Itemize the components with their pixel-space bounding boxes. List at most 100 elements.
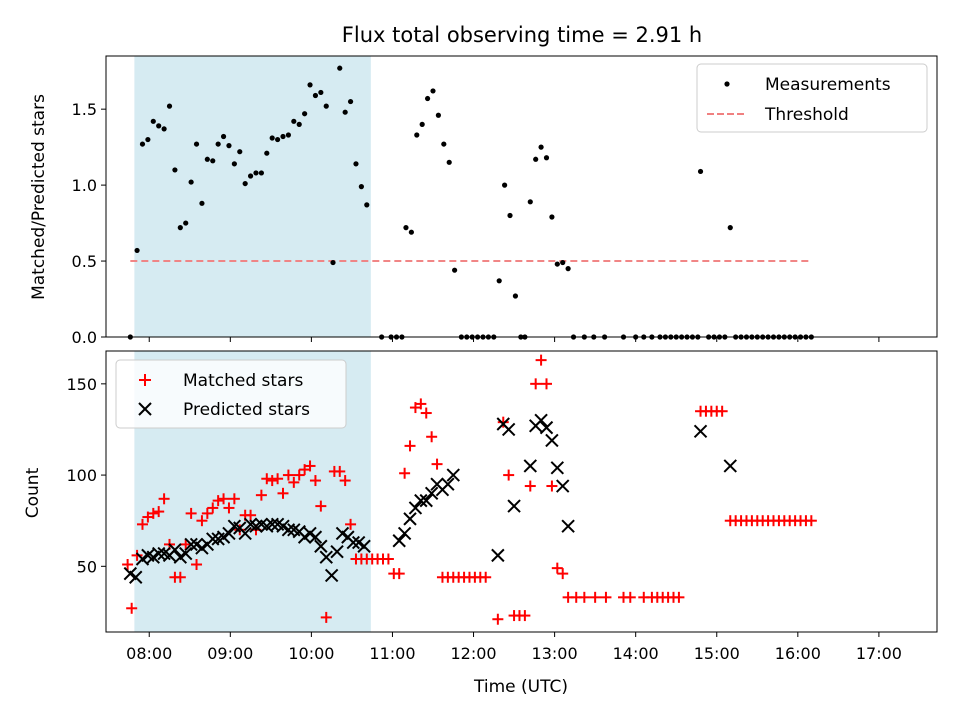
matched-star-point bbox=[223, 502, 235, 514]
predicted-star-point bbox=[179, 546, 193, 561]
matched-star-point bbox=[304, 460, 316, 472]
matched-stars-series bbox=[122, 354, 817, 625]
count-x-tick-label: 13:00 bbox=[532, 644, 578, 663]
predicted-star-point bbox=[397, 526, 412, 541]
matched-star-point bbox=[393, 568, 405, 580]
measurement-point bbox=[452, 267, 458, 273]
ratio-panel: Flux total observing time = 2.91 h 0.00.… bbox=[29, 23, 938, 347]
predicted-star-point bbox=[357, 539, 371, 553]
matched-star-point bbox=[345, 518, 357, 530]
count-x-axis-label: Time (UTC) bbox=[473, 677, 568, 697]
matched-star-point bbox=[158, 493, 170, 505]
predicted-star-point bbox=[346, 535, 360, 550]
matched-star-point bbox=[136, 518, 148, 530]
measurement-point bbox=[538, 144, 544, 150]
measurement-point bbox=[226, 143, 232, 149]
predicted-star-point bbox=[319, 550, 333, 564]
predicted-star-point bbox=[556, 479, 570, 493]
measurement-point bbox=[220, 133, 227, 140]
measurement-point bbox=[560, 259, 566, 266]
matched-star-point bbox=[196, 515, 208, 527]
count-axes-frame bbox=[105, 350, 938, 633]
measurement-point bbox=[172, 167, 178, 173]
measurement-point bbox=[296, 121, 302, 127]
matched-star-point bbox=[174, 571, 186, 583]
predicted-star-point bbox=[151, 546, 166, 561]
measurement-point bbox=[199, 200, 205, 206]
measurement-point bbox=[264, 150, 270, 156]
matched-star-point bbox=[218, 493, 230, 505]
legend-matched-label: Matched stars bbox=[183, 371, 303, 391]
predicted-star-point bbox=[238, 526, 252, 541]
matched-star-point bbox=[530, 378, 542, 390]
measurement-point bbox=[280, 133, 286, 140]
measurement-point bbox=[554, 261, 560, 267]
matched-star-point bbox=[245, 509, 257, 521]
measurement-point bbox=[307, 82, 313, 88]
count-x-tick-label: 15:00 bbox=[694, 644, 740, 663]
ratio-legend: Measurements Threshold bbox=[696, 63, 928, 133]
count-x-tick-label: 16:00 bbox=[775, 644, 821, 663]
predicted-star-point bbox=[408, 501, 423, 515]
matched-star-point bbox=[535, 354, 547, 366]
measurement-point bbox=[323, 103, 329, 109]
measurement-point bbox=[253, 170, 259, 176]
count-x-tick-label: 08:00 bbox=[126, 644, 172, 663]
matched-star-point bbox=[293, 469, 305, 481]
predicted-star-point bbox=[441, 477, 455, 491]
legend-measurements-label: Measurements bbox=[765, 75, 891, 95]
matched-star-point bbox=[315, 500, 327, 512]
count-x-tick-label: 10:00 bbox=[288, 644, 334, 663]
measurement-point bbox=[337, 65, 343, 71]
matched-star-point bbox=[716, 405, 728, 417]
ratio-legend-box bbox=[696, 63, 928, 133]
predicted-star-point bbox=[534, 413, 548, 428]
legend-predicted-marker bbox=[138, 402, 152, 416]
measurement-point bbox=[565, 266, 571, 272]
ratio-shaded-interval bbox=[134, 56, 371, 337]
matched-star-point bbox=[234, 524, 246, 536]
matched-star-point bbox=[600, 591, 612, 603]
matched-star-point bbox=[207, 502, 219, 514]
legend-predicted-label: Predicted stars bbox=[183, 400, 310, 420]
matched-star-point bbox=[272, 473, 284, 485]
ratio-y-axis-label: Matched/Predicted stars bbox=[29, 94, 49, 300]
matched-star-point bbox=[420, 407, 432, 419]
measurement-point bbox=[330, 259, 336, 266]
matched-star-point bbox=[212, 495, 224, 507]
matched-star-point bbox=[431, 458, 443, 470]
predicted-star-point bbox=[308, 530, 323, 544]
predicted-star-point bbox=[446, 468, 460, 482]
measurement-point bbox=[242, 180, 248, 187]
measurement-point bbox=[247, 173, 254, 179]
predicted-star-point bbox=[265, 517, 279, 532]
matched-star-point bbox=[255, 489, 267, 501]
matched-star-point bbox=[147, 507, 159, 519]
predicted-star-point bbox=[324, 568, 339, 583]
matched-star-point bbox=[503, 469, 515, 481]
predicted-stars-series bbox=[123, 413, 737, 584]
predicted-star-point bbox=[168, 543, 182, 557]
count-y-axis-label: Count bbox=[23, 467, 43, 518]
measurement-point bbox=[237, 149, 243, 155]
measurement-point bbox=[543, 155, 550, 161]
matched-star-point bbox=[497, 416, 509, 428]
measurement-point bbox=[291, 118, 297, 124]
predicted-star-point bbox=[501, 422, 516, 437]
predicted-star-point bbox=[206, 532, 220, 546]
measurement-point bbox=[204, 156, 210, 162]
measurement-point bbox=[302, 111, 308, 117]
measurement-point bbox=[215, 141, 221, 147]
matched-star-point bbox=[228, 493, 240, 505]
predicted-star-point bbox=[550, 461, 565, 475]
matched-star-point bbox=[673, 591, 685, 603]
matched-star-point bbox=[524, 480, 536, 492]
predicted-star-point bbox=[507, 499, 521, 513]
predicted-star-point bbox=[424, 486, 439, 501]
measurement-point bbox=[430, 88, 436, 94]
measurement-point bbox=[435, 112, 441, 118]
matched-star-point bbox=[153, 506, 165, 518]
matched-star-point bbox=[288, 476, 300, 488]
count-y-tick-label: 50 bbox=[77, 557, 97, 576]
matched-star-point bbox=[551, 562, 563, 574]
